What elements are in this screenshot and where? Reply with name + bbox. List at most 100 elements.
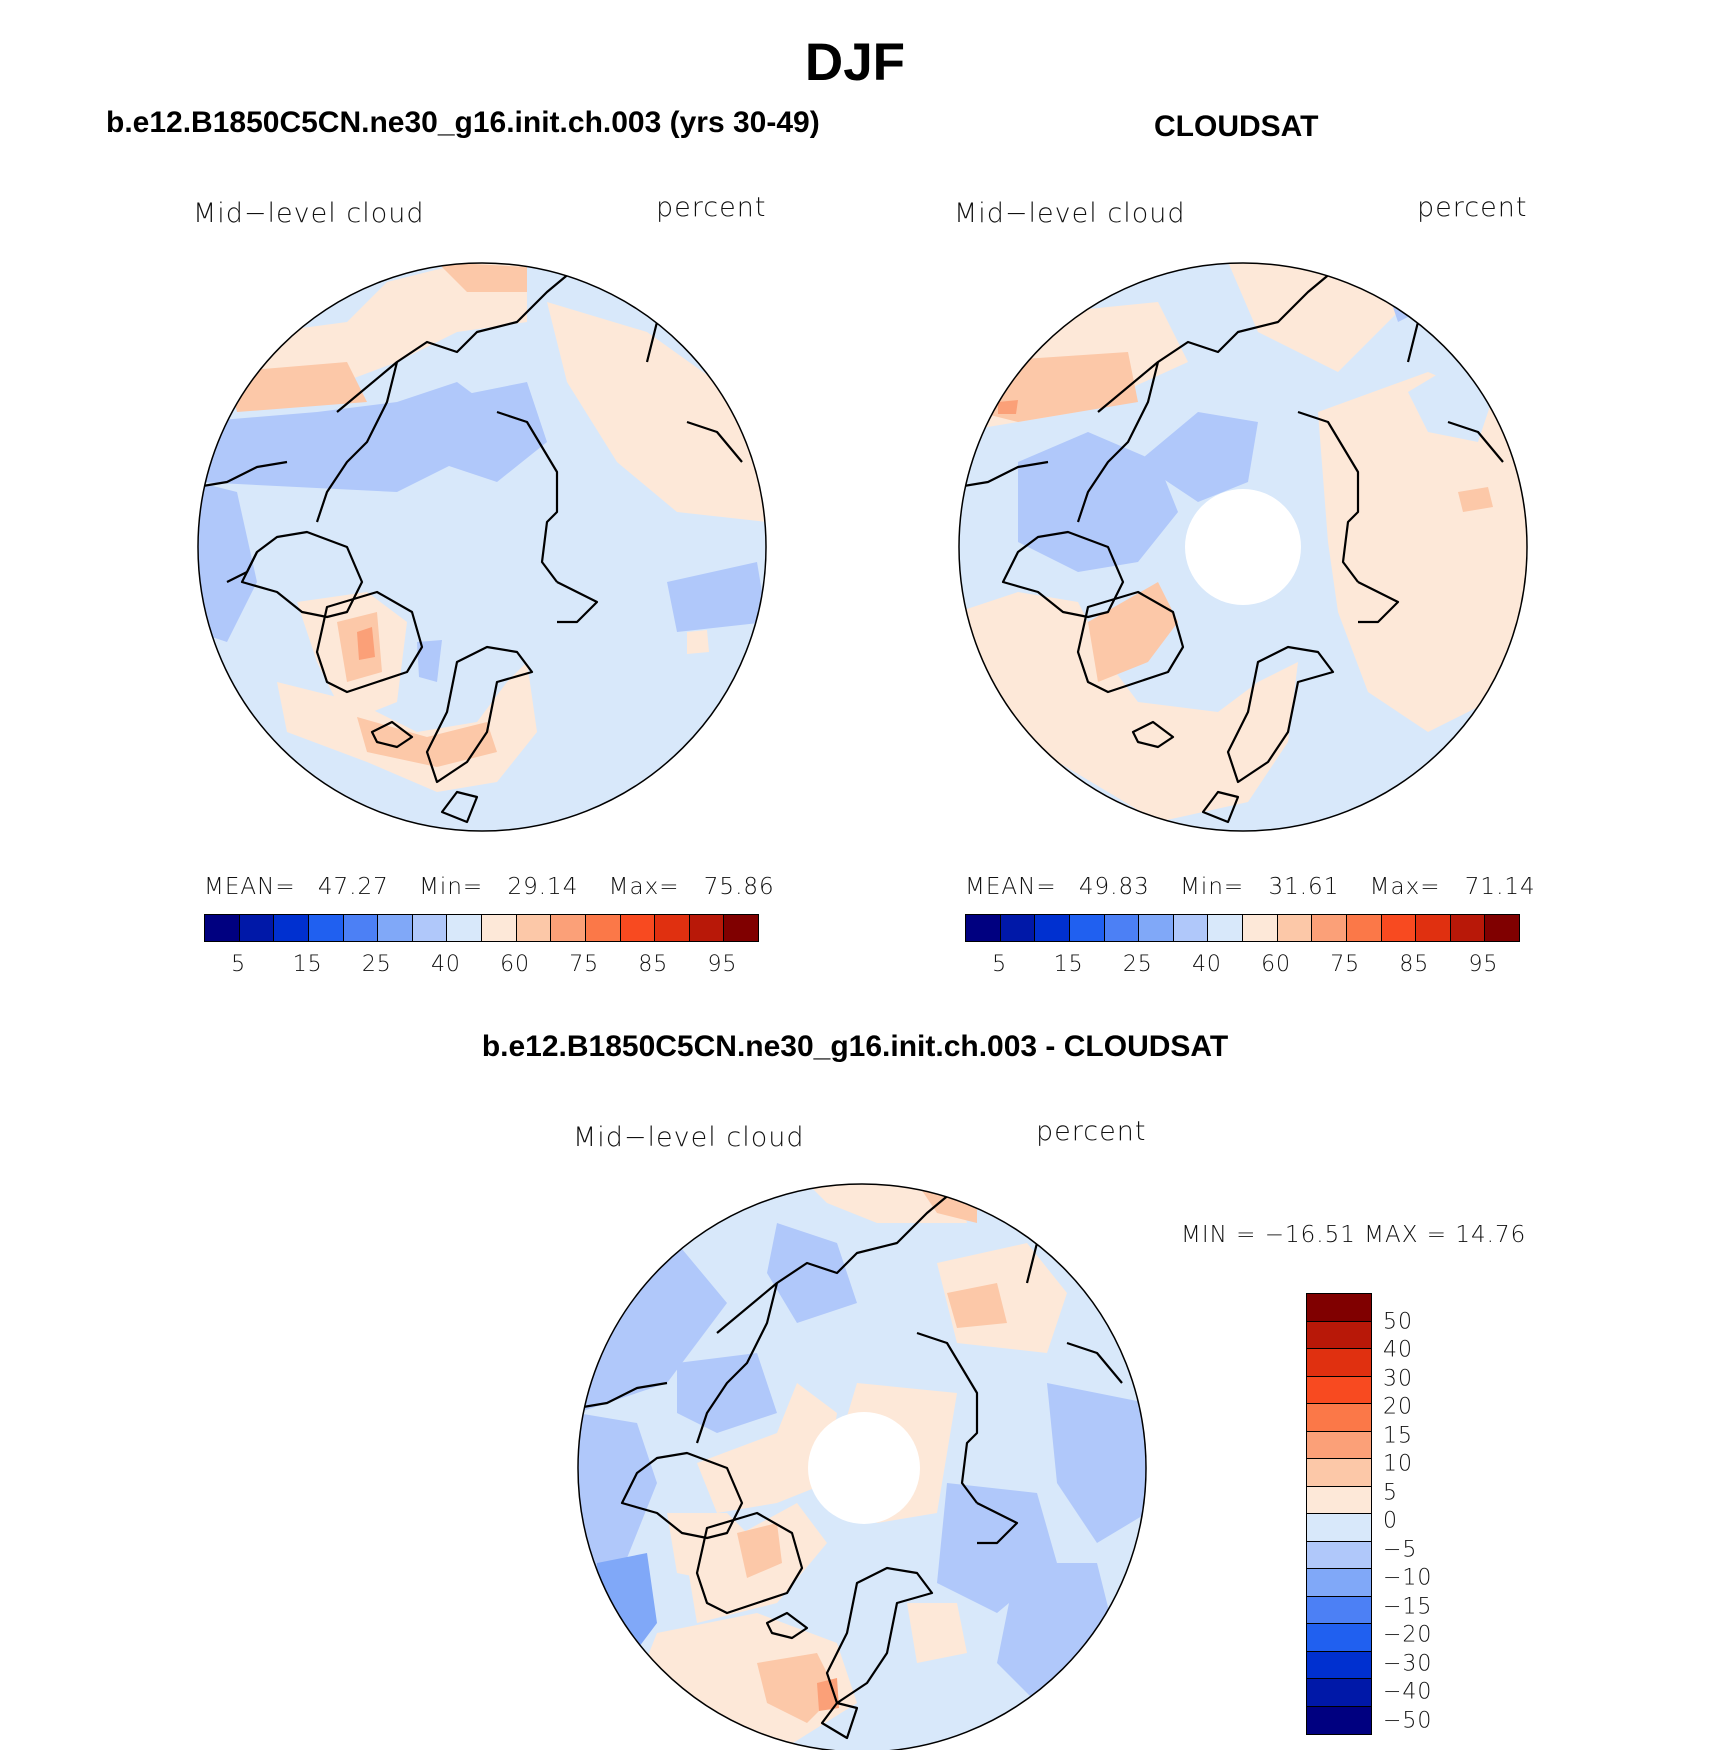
panel-obs-min-value: 31.61 <box>1268 874 1340 900</box>
colorbar-swatch <box>1208 915 1243 941</box>
panel-model-stats: MEAN= 47.27 Min= 29.14 Max= 75.86 <box>204 874 775 900</box>
colorbar-swatch <box>1000 915 1036 941</box>
colorbar-tick-label: 95 <box>707 952 738 977</box>
panel-obs-max-value: 71.14 <box>1464 874 1536 900</box>
panel-obs-min-label: Min= <box>1180 874 1245 900</box>
colorbar-swatch <box>1307 1651 1371 1679</box>
panel-model-max-value: 75.86 <box>703 874 775 900</box>
colorbar-tick-label: 5 <box>992 952 1008 977</box>
colorbar-tick-label: 15 <box>1053 952 1084 977</box>
panel-model-mean-value: 47.27 <box>317 874 389 900</box>
colorbar-tick-label: 75 <box>1330 952 1361 977</box>
colorbar-tick-label: 10 <box>1383 1451 1413 1477</box>
colorbar-tick-label: 50 <box>1383 1309 1413 1334</box>
panel-diff-colorbar <box>1306 1293 1372 1735</box>
panel-diff-title: b.e12.B1850C5CN.ne30_g16.init.ch.003 - C… <box>481 1030 1229 1063</box>
panel-model-colorbar-ticks: 5 15 25 40 60 75 85 95 <box>204 952 757 980</box>
panel-obs-colorbar <box>965 914 1520 942</box>
colorbar-swatch <box>1139 915 1174 941</box>
colorbar-swatch <box>1307 1376 1371 1404</box>
panel-obs-title: CLOUDSAT <box>1154 110 1319 143</box>
colorbar-swatch <box>274 915 309 941</box>
colorbar-swatch <box>1450 915 1486 941</box>
colorbar-swatch <box>1307 1459 1371 1487</box>
colorbar-tick-label: 25 <box>1122 952 1153 977</box>
colorbar-swatch <box>516 915 552 941</box>
colorbar-tick-label: −40 <box>1383 1679 1433 1705</box>
colorbar-swatch <box>482 915 517 941</box>
colorbar-swatch <box>1307 1541 1371 1569</box>
colorbar-tick-label: 85 <box>1399 952 1430 977</box>
colorbar-tick-label: 25 <box>361 952 392 977</box>
panel-obs-variable-label: Mid−level cloud <box>954 198 1186 229</box>
colorbar-swatch <box>447 915 482 941</box>
panel-model-min-value: 29.14 <box>507 874 579 900</box>
colorbar-swatch <box>1312 915 1347 941</box>
page-title: DJF <box>804 33 906 92</box>
colorbar-swatch <box>1307 1596 1371 1624</box>
colorbar-swatch <box>1307 1679 1371 1707</box>
panel-diff-variable-label: Mid−level cloud <box>573 1122 805 1153</box>
colorbar-swatch <box>1069 915 1105 941</box>
panel-model-units-label: percent <box>656 192 767 223</box>
panel-obs-max-label: Max= <box>1369 874 1441 900</box>
panel-obs-mean-value: 49.83 <box>1078 874 1150 900</box>
colorbar-swatch <box>655 915 690 941</box>
colorbar-swatch <box>1346 915 1382 941</box>
colorbar-swatch <box>1307 1486 1371 1514</box>
colorbar-tick-label: 30 <box>1383 1366 1413 1391</box>
panel-model-colorbar <box>204 914 759 942</box>
colorbar-tick-label: 85 <box>638 952 669 977</box>
colorbar-tick-label: −20 <box>1383 1622 1433 1648</box>
colorbar-tick-label: 15 <box>1383 1423 1413 1448</box>
colorbar-swatch <box>205 915 240 941</box>
colorbar-swatch <box>1307 1294 1371 1322</box>
colorbar-swatch <box>1277 915 1313 941</box>
colorbar-tick-label: 60 <box>1261 952 1292 977</box>
colorbar-tick-label: −10 <box>1383 1565 1433 1591</box>
colorbar-swatch <box>343 915 379 941</box>
colorbar-tick-label: −30 <box>1383 1651 1433 1676</box>
colorbar-swatch <box>412 915 448 941</box>
colorbar-swatch <box>1307 1349 1371 1377</box>
panel-obs-units-label: percent <box>1417 192 1528 223</box>
panel-diff-units-label: percent <box>1036 1116 1147 1147</box>
panel-model-variable-label: Mid−level cloud <box>193 198 425 229</box>
panel-model-max-label: Max= <box>608 874 680 900</box>
colorbar-tick-label: 40 <box>1383 1337 1413 1363</box>
colorbar-swatch <box>239 915 275 941</box>
panel-diff-polar-map <box>577 1183 1147 1750</box>
panel-model-polar-map <box>197 262 767 832</box>
panel-obs-stats: MEAN= 49.83 Min= 31.61 Max= 71.14 <box>965 874 1536 900</box>
panel-obs-mean-label: MEAN= <box>965 874 1057 900</box>
colorbar-swatch <box>1307 1514 1371 1542</box>
colorbar-swatch <box>1307 1431 1371 1459</box>
colorbar-swatch <box>689 915 725 941</box>
colorbar-tick-label: 75 <box>569 952 600 977</box>
colorbar-swatch <box>1104 915 1140 941</box>
panel-model-title: b.e12.B1850C5CN.ne30_g16.init.ch.003 (yr… <box>106 106 820 139</box>
panel-model-mean-label: MEAN= <box>204 874 296 900</box>
colorbar-tick-label: 15 <box>292 952 323 977</box>
colorbar-swatch <box>724 915 758 941</box>
colorbar-swatch <box>1416 915 1451 941</box>
colorbar-swatch <box>1173 915 1209 941</box>
colorbar-swatch <box>308 915 344 941</box>
colorbar-tick-label: 40 <box>430 952 461 977</box>
colorbar-swatch <box>1307 1569 1371 1597</box>
colorbar-swatch <box>585 915 621 941</box>
colorbar-tick-label: 40 <box>1191 952 1222 977</box>
colorbar-tick-label: −15 <box>1383 1594 1433 1619</box>
colorbar-tick-label: 5 <box>1383 1480 1398 1505</box>
colorbar-swatch <box>551 915 586 941</box>
colorbar-swatch <box>620 915 656 941</box>
colorbar-swatch <box>378 915 413 941</box>
colorbar-swatch <box>1381 915 1417 941</box>
colorbar-tick-label: −5 <box>1383 1537 1418 1562</box>
panel-diff-min-max: MIN = −16.51 MAX = 14.76 <box>1181 1222 1527 1248</box>
colorbar-tick-label: 95 <box>1468 952 1499 977</box>
colorbar-swatch <box>1307 1624 1371 1652</box>
colorbar-swatch <box>966 915 1001 941</box>
colorbar-swatch <box>1307 1706 1371 1734</box>
colorbar-tick-label: −50 <box>1383 1708 1433 1733</box>
